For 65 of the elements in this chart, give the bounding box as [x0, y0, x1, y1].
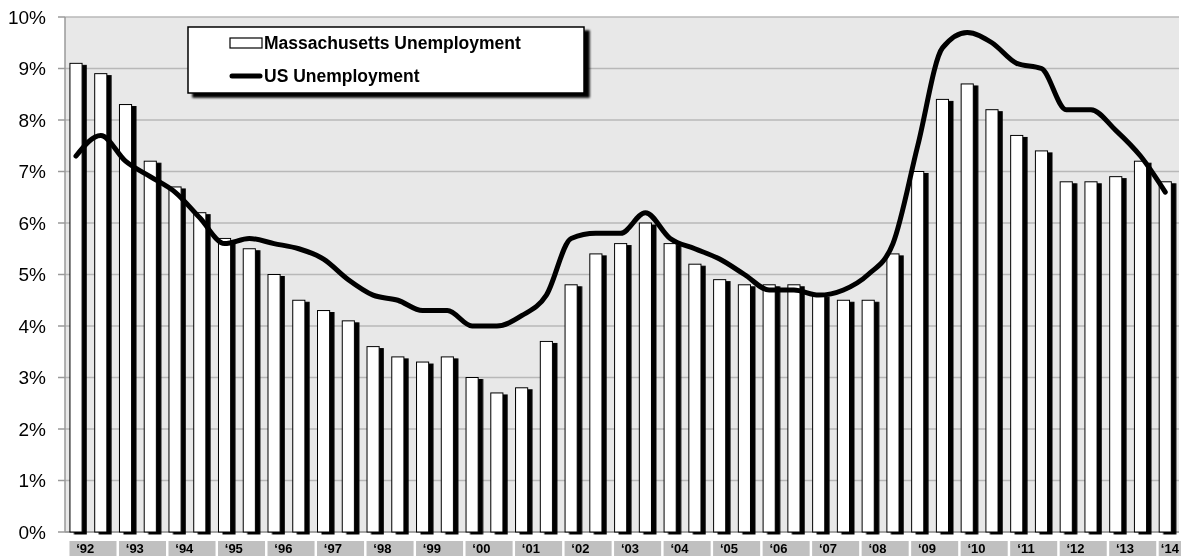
x-tick-label: ‘13 [1115, 541, 1135, 556]
bar [242, 248, 256, 533]
x-tick-label: ‘12 [1066, 541, 1085, 556]
bar [713, 279, 727, 533]
bar [960, 83, 974, 533]
bar [267, 274, 281, 533]
legend-label: Massachusetts Unemployment [264, 33, 521, 54]
y-tick-label: 2% [18, 418, 47, 440]
bar [416, 361, 430, 533]
x-tick-label: ‘96 [274, 541, 293, 556]
y-tick-label: 7% [18, 161, 47, 183]
y-tick-label: 5% [18, 264, 47, 286]
bar [465, 377, 479, 533]
bar [836, 299, 850, 533]
bar [589, 253, 603, 533]
x-tick-label: ‘00 [472, 541, 491, 556]
bar [1010, 134, 1024, 533]
bar [1034, 150, 1049, 533]
x-tick-label: ‘06 [769, 541, 788, 556]
bar [638, 222, 652, 533]
bar [341, 320, 355, 533]
x-tick-label: ‘99 [422, 541, 441, 556]
x-tick-label: ‘07 [818, 541, 838, 556]
bar [292, 299, 306, 533]
bar [1084, 181, 1098, 533]
x-tick-label: ‘01 [521, 541, 540, 556]
x-tick-label: ‘09 [917, 541, 937, 556]
y-tick-label: 3% [18, 367, 47, 389]
bar [614, 243, 628, 533]
x-tick-label: ‘97 [323, 541, 342, 556]
bar [539, 340, 553, 533]
bar [515, 387, 529, 533]
bar [317, 310, 331, 533]
bar [861, 299, 875, 533]
x-tick-label: ‘11 [1017, 541, 1035, 556]
x-tick-label: ‘05 [719, 541, 738, 556]
legend-label: US Unemployment [264, 66, 420, 87]
x-tick-label: ‘02 [571, 541, 590, 556]
x-tick-label: ‘95 [224, 541, 243, 556]
bar [935, 98, 950, 533]
y-tick-label: 4% [18, 315, 47, 337]
bar [564, 284, 578, 533]
bar [391, 356, 405, 533]
x-tick-label: ‘04 [670, 541, 690, 556]
bar [688, 263, 702, 533]
y-tick-label: 6% [18, 212, 47, 234]
bar [440, 356, 454, 533]
bar [1059, 181, 1073, 533]
bar [366, 346, 380, 533]
bar [985, 109, 999, 533]
bar [1109, 176, 1123, 533]
x-tick-label: ‘08 [868, 541, 887, 556]
y-tick-label: 10% [7, 6, 47, 28]
x-tick-label: ‘93 [125, 541, 144, 556]
bar [737, 284, 751, 533]
x-tick-label: ‘98 [373, 541, 392, 556]
y-tick-label: 9% [18, 58, 47, 80]
y-tick-label: 0% [18, 521, 47, 543]
x-tick-label: ‘10 [967, 541, 986, 556]
y-tick-label: 1% [18, 470, 47, 492]
x-tick-label: ‘94 [175, 541, 195, 556]
x-tick-label: ‘92 [76, 541, 95, 556]
x-tick-label: ‘03 [620, 541, 639, 556]
bar [490, 392, 504, 533]
y-tick-label: 8% [18, 109, 47, 131]
